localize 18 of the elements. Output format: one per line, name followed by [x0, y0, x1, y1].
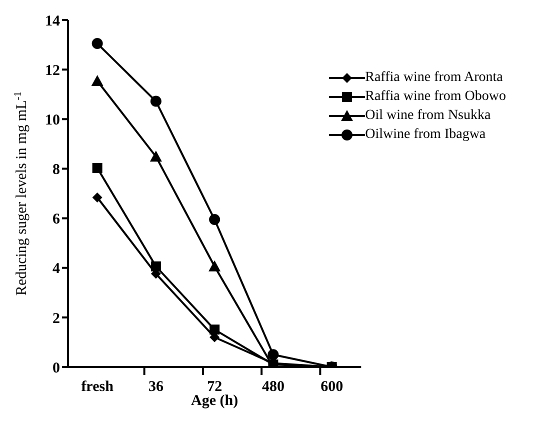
x-tick-label: 480	[262, 379, 284, 395]
legend-label: Raffia wine from Aronta	[365, 70, 503, 86]
y-tick-label: 4	[52, 261, 60, 278]
y-tick-label: 8	[52, 162, 60, 178]
x-tick-label: 600	[320, 379, 344, 395]
y-tick-label: 2	[52, 310, 60, 327]
legend-label: Oil wine from Nsukka	[365, 108, 491, 124]
y-tick-label: 6	[52, 212, 60, 228]
y-tick-label: 10	[45, 112, 60, 128]
x-tick-label: 36	[148, 379, 164, 395]
legend-label: Raffia wine from Obowo	[365, 88, 506, 104]
x-tick-label: fresh	[81, 379, 114, 395]
x-axis-title: Age (h)	[191, 393, 238, 409]
y-tick-label: 14	[45, 13, 60, 30]
y-tick-label: 12	[45, 62, 60, 79]
x-tick-label: 72	[207, 379, 222, 395]
legend-label: Oilwine from Ibagwa	[365, 126, 486, 142]
y-tick-label: 0	[52, 360, 60, 376]
